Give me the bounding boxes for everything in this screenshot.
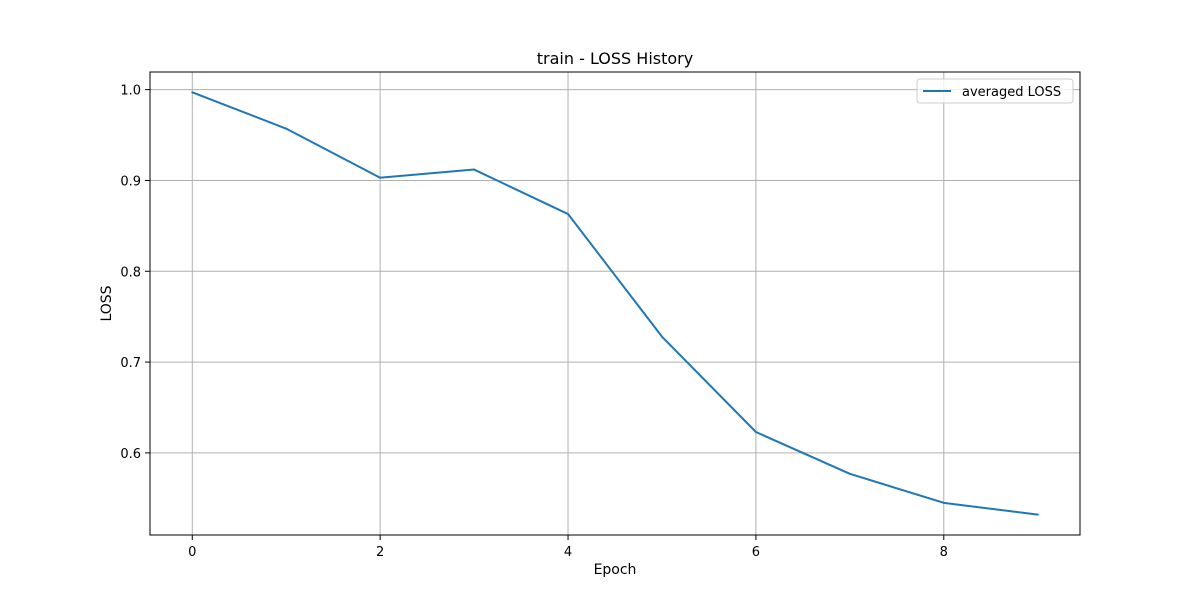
x-tick-label: 0 bbox=[188, 545, 196, 560]
series-line bbox=[191, 91, 1038, 516]
ticks: 0 2 4 6 8 0.6 0.7 0.8 0.9 1.0 bbox=[120, 84, 948, 560]
legend-box bbox=[916, 78, 1074, 104]
y-tick-label: 0.9 bbox=[120, 174, 141, 189]
data-point bbox=[191, 91, 194, 94]
y-tick-label: 0.8 bbox=[120, 265, 141, 280]
data-point bbox=[285, 127, 288, 130]
legend: averaged LOSS bbox=[916, 78, 1074, 104]
x-tick-label: 2 bbox=[376, 545, 384, 560]
data-point bbox=[660, 335, 663, 338]
series bbox=[191, 91, 1039, 516]
data-point bbox=[1036, 513, 1039, 516]
legend-label: averaged LOSS bbox=[962, 85, 1061, 100]
data-point bbox=[567, 213, 570, 216]
chart-title: train - LOSS History bbox=[537, 49, 693, 68]
x-tick-label: 8 bbox=[940, 545, 948, 560]
y-tick-label: 0.7 bbox=[120, 356, 141, 371]
plot-frame bbox=[149, 71, 1081, 536]
x-axis-label: Epoch bbox=[594, 562, 637, 578]
y-axis-label: LOSS bbox=[99, 285, 115, 321]
data-point bbox=[848, 472, 851, 475]
data-point bbox=[379, 176, 382, 179]
data-point bbox=[754, 431, 757, 434]
data-point bbox=[473, 168, 476, 171]
x-tick-label: 6 bbox=[752, 545, 760, 560]
data-point bbox=[942, 501, 945, 504]
y-tick-label: 0.6 bbox=[120, 447, 141, 462]
y-tick-label: 1.0 bbox=[120, 84, 141, 99]
x-tick-label: 4 bbox=[564, 545, 572, 560]
